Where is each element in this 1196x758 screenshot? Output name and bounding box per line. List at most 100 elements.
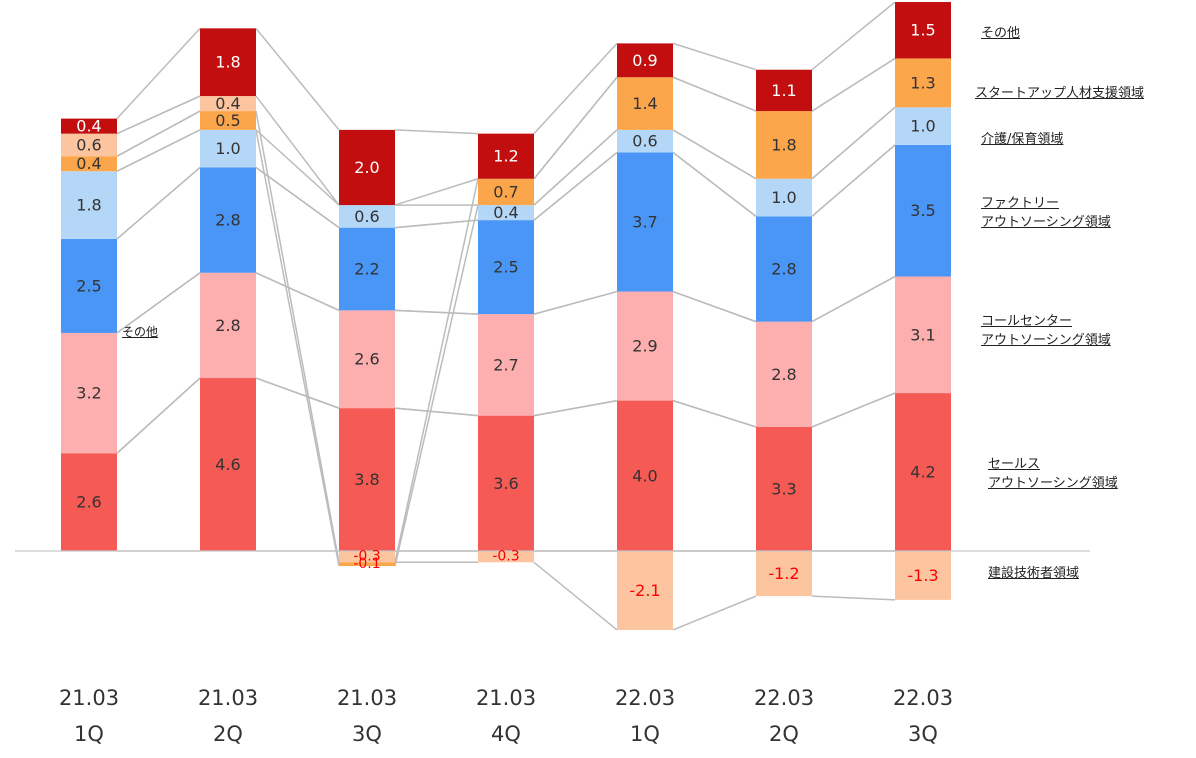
connector-その他-bottom-4 bbox=[533, 76, 618, 180]
bar-segment-スタートアップ人材支援領域-7 bbox=[895, 58, 951, 108]
data-label-ファクトリー-アウトソーシング領域-3: 2.2 bbox=[354, 260, 379, 279]
bar-segment-コールセンター-アウトソーシング領域-1 bbox=[61, 332, 117, 454]
bar-segment-ファクトリー-アウトソーシング領域-4 bbox=[478, 220, 534, 315]
data-label-ファクトリー-アウトソーシング領域-6: 2.8 bbox=[771, 260, 796, 279]
data-label-コールセンター-アウトソーシング領域-5: 2.9 bbox=[632, 337, 657, 356]
data-label-その他-2: 1.8 bbox=[215, 53, 240, 72]
inner-annotation-label: その他 bbox=[122, 325, 159, 339]
bar-segment-建設技術者領域-6 bbox=[756, 551, 812, 597]
data-label-コールセンター-アウトソーシング領域-7: 3.1 bbox=[910, 325, 935, 344]
data-label-介護/保育領域-4: 0.4 bbox=[493, 203, 518, 222]
data-label-コールセンター-アウトソーシング領域-6: 2.8 bbox=[771, 365, 796, 384]
bar-segment-ファクトリー-アウトソーシング領域-1 bbox=[61, 238, 117, 333]
connector-その他-bottom-2 bbox=[255, 95, 340, 206]
bar-segment-その他-1 bbox=[61, 118, 117, 134]
bar-segment-介護/保育領域-2 bbox=[200, 129, 256, 168]
connector-スタートアップ人材支援領域-bottom-6 bbox=[811, 106, 896, 180]
connector-コールセンター-アウトソーシング領域-bottom-1 bbox=[116, 377, 201, 454]
bar-segment-建設技術者領域-7 bbox=[895, 551, 951, 600]
data-label-ファクトリー-アウトソーシング領域-2: 2.8 bbox=[215, 211, 240, 230]
bar-segment-建設技術者領域-5 bbox=[617, 551, 673, 630]
x-tick-label-4: 21.03 4Q bbox=[475, 686, 537, 746]
data-label-介護/保育領域-1: 1.8 bbox=[76, 196, 101, 215]
connector-介護/保育領域-bottom-2 bbox=[255, 166, 340, 229]
data-label-コールセンター-アウトソーシング領域-2: 2.8 bbox=[215, 316, 240, 335]
bar-segment-コールセンター-アウトソーシング領域-2 bbox=[200, 272, 256, 379]
bar-segment-セールス-アウトソーシング領域-5 bbox=[617, 400, 673, 551]
connector-その他-bottom-6 bbox=[811, 57, 896, 112]
legend-item-スタートアップ人材支援領域: スタートアップ人材支援領域 bbox=[975, 86, 1145, 101]
connector-ファクトリー-アウトソーシング領域-bottom-2 bbox=[255, 272, 340, 312]
data-label-建設技術者領域-5: -2.1 bbox=[629, 581, 660, 600]
data-label-セールス-アウトソーシング領域-5: 4.0 bbox=[632, 466, 657, 485]
connector-ファクトリー-アウトソーシング領域-bottom-3 bbox=[394, 309, 479, 315]
connector-その他-bottom-1 bbox=[116, 95, 201, 135]
connector-スタートアップ人材支援領域-bottom-5 bbox=[672, 129, 757, 180]
connector-ファクトリー-アウトソーシング領域-bottom-4 bbox=[533, 290, 618, 315]
bar-segment-介護/保育領域-7 bbox=[895, 107, 951, 145]
connector-その他-top-1 bbox=[116, 27, 201, 120]
data-label-セールス-アウトソーシング領域-3: 3.8 bbox=[354, 470, 379, 489]
connector-lines bbox=[116, 1, 896, 631]
data-label-コールセンター-アウトソーシング領域-4: 2.7 bbox=[493, 355, 518, 374]
bar-segments bbox=[61, 2, 951, 630]
data-label-スタートアップ人材支援領域-2: 0.5 bbox=[215, 111, 240, 130]
connector-ファクトリー-アウトソーシング領域-bottom-6 bbox=[811, 275, 896, 323]
bar-segment-ファクトリー-アウトソーシング領域-2 bbox=[200, 167, 256, 273]
data-label-介護/保育領域-6: 1.0 bbox=[771, 188, 796, 207]
bar-segment-スタートアップ人材支援領域-3 bbox=[339, 562, 395, 567]
legend-item-セールス-アウトソーシング領域: セールス アウトソーシング領域 bbox=[988, 457, 1118, 491]
data-label-セールス-アウトソーシング領域-7: 4.2 bbox=[910, 463, 935, 482]
data-label-スタートアップ人材支援領域-4: 0.7 bbox=[493, 182, 518, 201]
data-label-その他-7: 1.5 bbox=[910, 21, 935, 40]
connector-建設技術者領域-bottom-4 bbox=[533, 561, 618, 631]
legend-item-その他: その他 bbox=[981, 26, 1021, 41]
data-label-その他-6: 1.1 bbox=[771, 81, 796, 100]
connector-コールセンター-アウトソーシング領域-bottom-6 bbox=[811, 392, 896, 428]
bar-segment-スタートアップ人材支援領域-1 bbox=[61, 156, 117, 172]
bar-segment-スタートアップ人材支援領域-5 bbox=[617, 77, 673, 130]
connector-コールセンター-アウトソーシング領域-bottom-5 bbox=[672, 399, 757, 428]
bar-segment-その他-2 bbox=[200, 28, 256, 97]
bar-segment-その他-4 bbox=[478, 133, 534, 179]
connector-その他-top-4 bbox=[533, 42, 618, 135]
connector-ファクトリー-アウトソーシング領域-bottom-5 bbox=[672, 290, 757, 323]
bar-segment-ファクトリー-アウトソーシング領域-5 bbox=[617, 152, 673, 292]
bar-segment-コールセンター-アウトソーシング領域-5 bbox=[617, 291, 673, 401]
connector-その他-top-6 bbox=[811, 1, 896, 71]
bar-segment-介護/保育領域-6 bbox=[756, 178, 812, 217]
connector-スタートアップ人材支援領域-bottom-2 bbox=[255, 129, 340, 567]
x-tick-label-3: 21.03 3Q bbox=[336, 686, 398, 746]
legend-item-ファクトリー-アウトソーシング領域: ファクトリー アウトソーシング領域 bbox=[981, 196, 1111, 230]
data-labels: 2.63.22.51.80.40.60.44.62.82.81.00.50.41… bbox=[76, 21, 938, 600]
data-label-建設技術者領域-3: -0.3 bbox=[353, 549, 380, 565]
bar-segment-スタートアップ人材支援領域-6 bbox=[756, 111, 812, 179]
data-label-other-1: 0.6 bbox=[76, 135, 101, 154]
data-label-セールス-アウトソーシング領域-4: 3.6 bbox=[493, 474, 518, 493]
connector-ファクトリー-アウトソーシング領域-bottom-1 bbox=[116, 272, 201, 334]
data-label-その他-3: 2.0 bbox=[354, 158, 379, 177]
x-tick-label-6: 22.03 2Q bbox=[753, 686, 815, 746]
legend-item-建設技術者領域: 建設技術者領域 bbox=[988, 566, 1080, 581]
bar-segment-other-1 bbox=[61, 133, 117, 157]
data-label-other-2: 0.4 bbox=[215, 94, 240, 113]
connector-介護/保育領域-bottom-6 bbox=[811, 144, 896, 217]
data-label-ファクトリー-アウトソーシング領域-7: 3.5 bbox=[910, 201, 935, 220]
data-label-スタートアップ人材支援領域-3: -0.1 bbox=[353, 556, 380, 572]
bar-segment-ファクトリー-アウトソーシング領域-3 bbox=[339, 227, 395, 311]
connector-介護/保育領域-top-2 bbox=[255, 129, 340, 206]
bar-segment-その他-7 bbox=[895, 2, 951, 59]
connector-建設技術者領域-bottom-6 bbox=[811, 595, 896, 601]
x-tick-label-1: 21.03 1Q bbox=[58, 686, 120, 746]
bar-segment-セールス-アウトソーシング領域-2 bbox=[200, 378, 256, 551]
bar-segment-その他-3 bbox=[339, 129, 395, 206]
data-label-セールス-アウトソーシング領域-6: 3.3 bbox=[771, 479, 796, 498]
x-tick-label-2: 21.03 2Q bbox=[197, 686, 259, 746]
connector-介護/保育領域-bottom-3 bbox=[394, 219, 479, 229]
connector-コールセンター-アウトソーシング領域-bottom-2 bbox=[255, 377, 340, 409]
connector-建設技術者領域-bottom-5 bbox=[672, 595, 757, 631]
data-label-コールセンター-アウトソーシング領域-1: 3.2 bbox=[76, 384, 101, 403]
data-label-建設技術者領域-7: -1.3 bbox=[907, 566, 938, 585]
connector-その他-top-3 bbox=[394, 129, 479, 135]
